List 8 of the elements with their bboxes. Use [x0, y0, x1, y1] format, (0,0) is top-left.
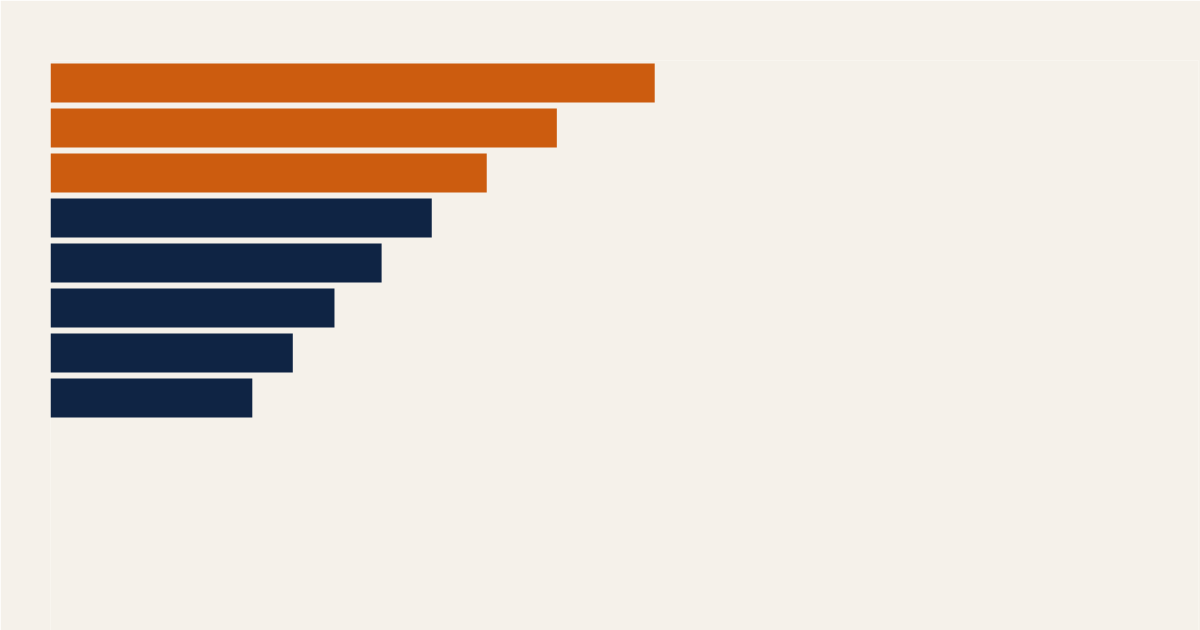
bar	[50, 153, 487, 193]
bar	[50, 288, 335, 328]
bar	[50, 333, 293, 373]
bar	[50, 243, 382, 283]
bar	[50, 108, 557, 148]
bar	[50, 198, 432, 238]
bar	[50, 378, 253, 418]
bar	[50, 63, 655, 103]
